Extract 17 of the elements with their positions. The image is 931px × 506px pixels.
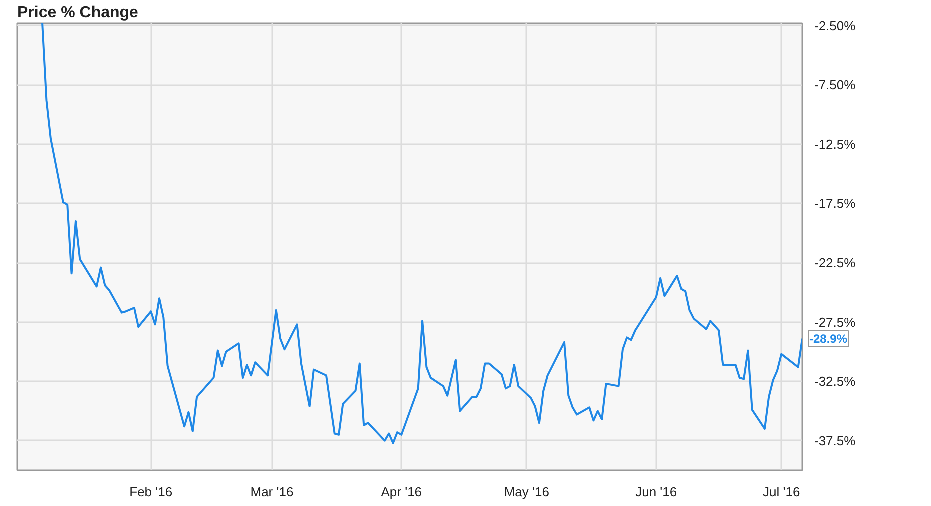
y-tick-label: -22.5%: [814, 256, 856, 271]
x-tick-label: Jun '16: [636, 484, 678, 500]
x-tick-label: Jul '16: [763, 484, 800, 500]
x-tick-label: Feb '16: [130, 484, 173, 500]
x-tick-label: Mar '16: [250, 484, 294, 500]
line-series: [42, 24, 802, 444]
x-tick-label: May '16: [504, 484, 550, 500]
chart-title: Price % Change: [18, 4, 139, 22]
y-tick-label: -7.50%: [814, 78, 856, 93]
y-tick-label: -32.5%: [814, 374, 856, 390]
y-tick-label: -12.5%: [814, 136, 856, 152]
y-tick-label: -17.5%: [814, 196, 856, 212]
y-tick-label: -2.50%: [814, 18, 856, 34]
x-tick-label: Apr '16: [381, 484, 422, 500]
y-tick-label: -27.5%: [814, 314, 856, 330]
y-tick-label: -37.5%: [814, 433, 856, 448]
annotation: -28.9%: [810, 332, 848, 346]
